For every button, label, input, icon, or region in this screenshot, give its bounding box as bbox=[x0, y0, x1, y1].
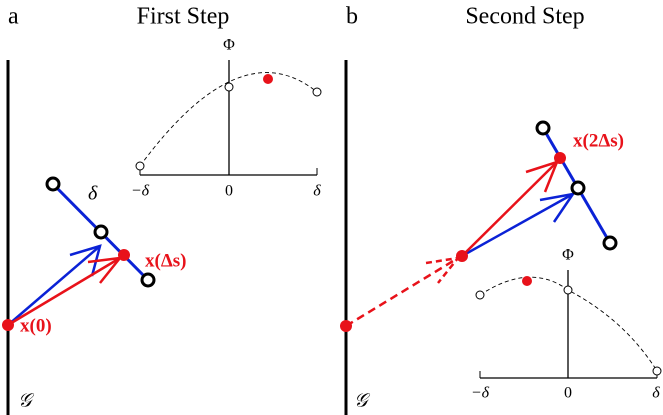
inset-y-label: Φ bbox=[562, 247, 574, 264]
panel-label: a bbox=[8, 4, 19, 30]
sample-point bbox=[312, 87, 322, 97]
tick-label: −δ bbox=[471, 385, 490, 402]
red-arrow bbox=[7, 256, 121, 327]
endpoint bbox=[535, 120, 551, 136]
tick-label: 0 bbox=[225, 183, 233, 200]
point bbox=[118, 249, 130, 261]
boundary-label: 𝒢 bbox=[18, 390, 35, 411]
sample-point bbox=[652, 366, 662, 376]
tick-label: 0 bbox=[564, 385, 572, 402]
endpoint bbox=[602, 235, 618, 251]
arrowhead bbox=[69, 244, 102, 277]
panel-b: b Second Step 𝒢 Φ −δ 0 δ x(2Δs) bbox=[340, 4, 662, 415]
boundary-label: 𝒢 bbox=[354, 390, 371, 411]
sample-point bbox=[224, 82, 234, 92]
midpoint bbox=[570, 180, 586, 196]
panel-label: b bbox=[346, 4, 358, 30]
point bbox=[456, 250, 468, 262]
previous-step bbox=[345, 256, 459, 328]
red-arrow bbox=[461, 161, 558, 257]
sample-point bbox=[475, 290, 485, 300]
point-label: x(Δs) bbox=[145, 250, 186, 271]
endpoint bbox=[45, 176, 61, 192]
max-point bbox=[263, 74, 273, 84]
point bbox=[554, 152, 566, 164]
segment-label: δ bbox=[88, 183, 98, 205]
arrowhead bbox=[539, 192, 576, 223]
blue-arrow bbox=[7, 245, 101, 326]
panel-title: First Step bbox=[137, 4, 230, 30]
panel-title: Second Step bbox=[465, 4, 584, 30]
tick-label: δ bbox=[652, 385, 660, 402]
sample-point bbox=[563, 285, 573, 295]
point bbox=[340, 320, 352, 332]
sample-point bbox=[135, 161, 145, 171]
endpoint bbox=[140, 272, 156, 288]
inset-y-label: Φ bbox=[223, 37, 235, 54]
max-point bbox=[522, 276, 532, 286]
tick-label: −δ bbox=[131, 183, 150, 200]
point-label: x(0) bbox=[20, 315, 52, 336]
potential-curve bbox=[139, 72, 318, 167]
tick-label: δ bbox=[313, 183, 321, 200]
point bbox=[2, 319, 14, 331]
point-label: x(2Δs) bbox=[573, 130, 624, 151]
midpoint bbox=[93, 224, 109, 240]
panel-a: a First Step 𝒢 Φ −δ 0 δ δ x(Δs) x(0) bbox=[2, 4, 322, 415]
blue-arrow bbox=[461, 192, 574, 258]
